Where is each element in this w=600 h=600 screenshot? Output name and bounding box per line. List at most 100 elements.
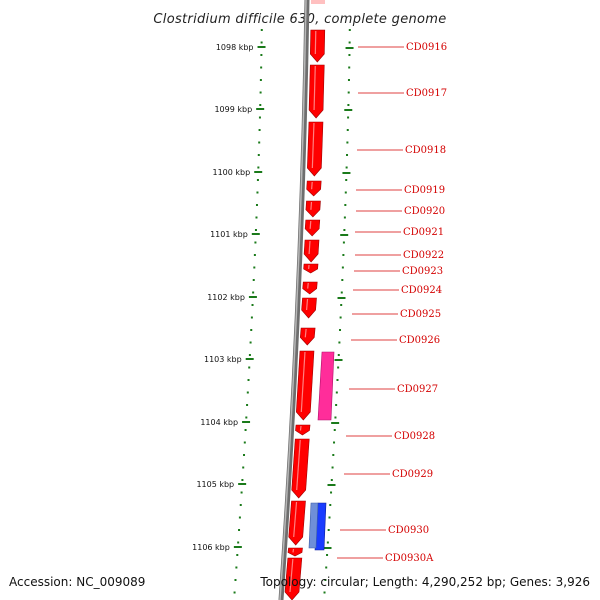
scale-dot	[248, 366, 251, 369]
outer-dot	[344, 191, 347, 194]
outer-ring	[323, 29, 351, 594]
gene-arrow[interactable]	[302, 281, 318, 295]
gene-arrow[interactable]	[301, 297, 317, 319]
scale-dot	[255, 216, 258, 219]
scale-dot	[257, 154, 260, 156]
scale-dot	[242, 466, 245, 469]
scale-dot	[260, 54, 263, 56]
outer-dot	[340, 291, 343, 294]
scale-dot	[258, 116, 261, 119]
gene-label-cd0920[interactable]: CD0920	[404, 206, 445, 217]
gene-label-cd0916[interactable]: CD0916	[406, 42, 447, 53]
tick-label: 1103 kbp	[204, 355, 242, 364]
gene-arrow-shine	[309, 220, 312, 229]
gene-arrow[interactable]	[308, 64, 325, 119]
scale-dot	[253, 266, 256, 269]
gene-label-cd0930a[interactable]: CD0930A	[385, 553, 434, 564]
gene-label-cd0930[interactable]: CD0930	[388, 525, 429, 536]
scale-dot	[259, 104, 262, 106]
gene-arrow[interactable]	[284, 557, 303, 600]
gene-arrow[interactable]	[305, 200, 321, 218]
gene-arrow-shine	[308, 240, 311, 255]
outer-dot	[332, 454, 335, 456]
gene-arrow[interactable]	[288, 500, 306, 546]
tick-label: 1102 kbp	[207, 293, 245, 302]
gene-label-cd0927[interactable]: CD0927	[397, 384, 438, 395]
gene-label-cd0929[interactable]: CD0929	[392, 469, 433, 480]
outer-dot	[340, 304, 343, 306]
outer-dot	[325, 566, 328, 569]
outer-dot	[342, 241, 345, 244]
gene-label-cd0921[interactable]: CD0921	[403, 227, 444, 238]
scale-dot	[253, 254, 256, 256]
gene-arrow-shine	[310, 201, 313, 210]
gene-label-cd0918[interactable]: CD0918	[405, 145, 446, 156]
scale-dot	[255, 204, 258, 206]
gene-arrow[interactable]	[310, 29, 326, 63]
outer-dot	[338, 341, 341, 344]
outer-dot	[346, 141, 349, 144]
gene-label-cd0917[interactable]: CD0917	[406, 88, 447, 99]
tick-label: 1104 kbp	[200, 418, 238, 427]
scale-dot	[233, 591, 236, 594]
scale-dot	[259, 79, 262, 81]
gene-arrow[interactable]	[304, 219, 321, 237]
pink-feature[interactable]	[317, 351, 335, 421]
outer-dot	[345, 179, 348, 181]
scale-dot	[260, 66, 263, 69]
scale-dot	[246, 404, 249, 406]
gene-arrow[interactable]	[299, 327, 316, 346]
scale-dot	[254, 229, 257, 231]
gene-arrow[interactable]	[307, 121, 324, 177]
gene-arrow-shine	[304, 328, 307, 338]
scale-dot	[240, 491, 243, 494]
outer-dot	[337, 354, 340, 356]
gene-arrow-shine	[311, 181, 313, 190]
gene-arrow[interactable]	[303, 263, 319, 274]
gene-label-cd0928[interactable]: CD0928	[394, 431, 435, 442]
outer-dot	[330, 479, 333, 481]
outer-dot	[339, 316, 342, 319]
scale-dot	[243, 441, 246, 444]
gene-arrow[interactable]	[287, 547, 303, 557]
gene-arrow[interactable]	[295, 424, 311, 436]
gene-arrow-shine	[305, 298, 309, 311]
scale-dot	[245, 416, 248, 419]
outer-dot	[343, 229, 346, 231]
gene-arrow[interactable]	[306, 180, 322, 197]
gene-label-cd0923[interactable]: CD0923	[402, 266, 443, 277]
outer-dot	[341, 266, 344, 269]
outer-dot	[326, 554, 329, 556]
gene-arrow[interactable]	[295, 350, 315, 421]
tick-label: 1101 kbp	[210, 230, 248, 239]
outer-dot	[348, 29, 351, 31]
gene-arrow[interactable]	[303, 239, 320, 263]
gene-arrow-shine	[293, 501, 298, 538]
gene-track	[284, 0, 326, 600]
scale-dot	[236, 554, 239, 556]
gene-label-cd0924[interactable]: CD0924	[401, 285, 442, 296]
scale-ticks: 1098 kbp 1099 kbp 1100 kbp 1101 kbp 1102 kbp…	[192, 43, 354, 552]
scale-dot	[241, 479, 244, 481]
scale-dot	[256, 191, 259, 194]
outer-dot	[336, 379, 339, 381]
gene-label-cd0925[interactable]: CD0925	[400, 309, 441, 320]
gene-label-cd0919[interactable]: CD0919	[404, 185, 445, 196]
tick-label: 1098 kbp	[216, 43, 254, 52]
scale-dot	[234, 579, 237, 581]
gene-label-cd0926[interactable]: CD0926	[399, 335, 440, 346]
gene-arrow[interactable]	[291, 438, 310, 499]
light-blue-feature[interactable]	[308, 502, 319, 549]
genome-backbone-highlight	[279, 0, 307, 600]
scale-dot	[260, 41, 263, 44]
outer-dot	[348, 66, 351, 69]
scale-dot	[244, 429, 247, 431]
scale-dot	[250, 316, 253, 319]
scale-ring	[233, 29, 263, 594]
outer-dot	[346, 129, 349, 131]
gene-label-cd0922[interactable]: CD0922	[403, 250, 444, 261]
feature-track	[308, 351, 335, 551]
scale-dot	[238, 516, 241, 519]
outer-dot	[327, 529, 330, 531]
